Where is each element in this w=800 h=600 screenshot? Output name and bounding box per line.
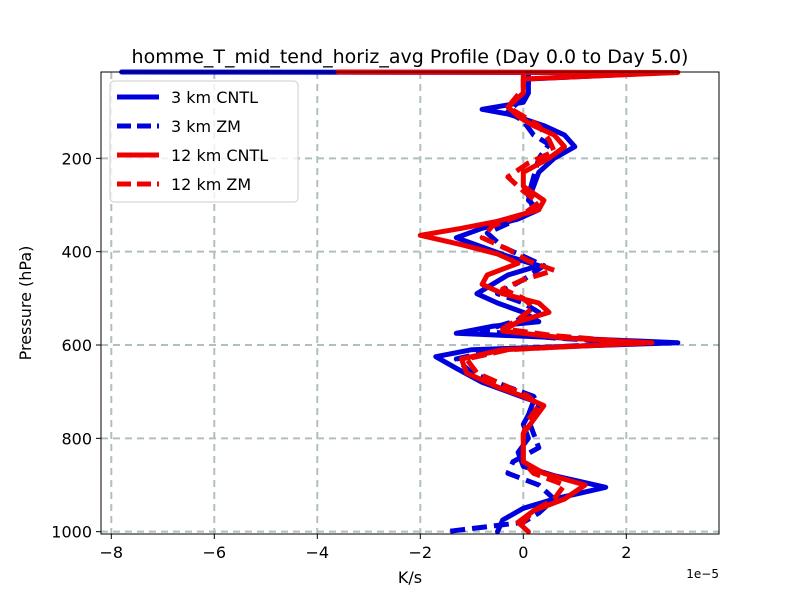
series-lines xyxy=(119,69,681,535)
legend-entry-label: 3 km ZM xyxy=(171,117,241,136)
x-axis-label: K/s xyxy=(398,568,422,587)
y-tick-label: 200 xyxy=(61,149,92,168)
y-tick-label: 600 xyxy=(61,336,92,355)
y-axis-label: Pressure (hPa) xyxy=(16,246,35,361)
legend-entry-label: 12 km CNTL xyxy=(171,146,268,165)
y-tick-label: 800 xyxy=(61,429,92,448)
legend-entry-label: 12 km ZM xyxy=(171,175,251,194)
series-line-2 xyxy=(335,69,681,535)
x-tick-label: −8 xyxy=(100,543,124,562)
series-line-0 xyxy=(119,69,681,535)
axis-ticks: −8 −6 −4 −2 0 2 200 400 600 800 1000 xyxy=(51,149,631,562)
x-tick-label: 2 xyxy=(621,543,631,562)
x-tick-label: 0 xyxy=(518,543,528,562)
chart-title: homme_T_mid_tend_horiz_avg Profile (Day … xyxy=(132,46,689,68)
y-tick-label: 400 xyxy=(61,243,92,262)
plot-frame xyxy=(100,71,720,535)
legend-box xyxy=(109,80,299,203)
series-line-3 xyxy=(464,74,645,533)
x-tick-label: −2 xyxy=(409,543,433,562)
legend: 3 km CNTL 3 km ZM 12 km CNTL 12 km ZM xyxy=(109,80,299,203)
legend-entry-label: 3 km CNTL xyxy=(171,88,258,107)
x-tick-label: −4 xyxy=(306,543,330,562)
x-tick-label: −6 xyxy=(203,543,227,562)
y-tick-label: 1000 xyxy=(51,523,92,542)
x-offset-label: 1e−5 xyxy=(686,567,719,581)
